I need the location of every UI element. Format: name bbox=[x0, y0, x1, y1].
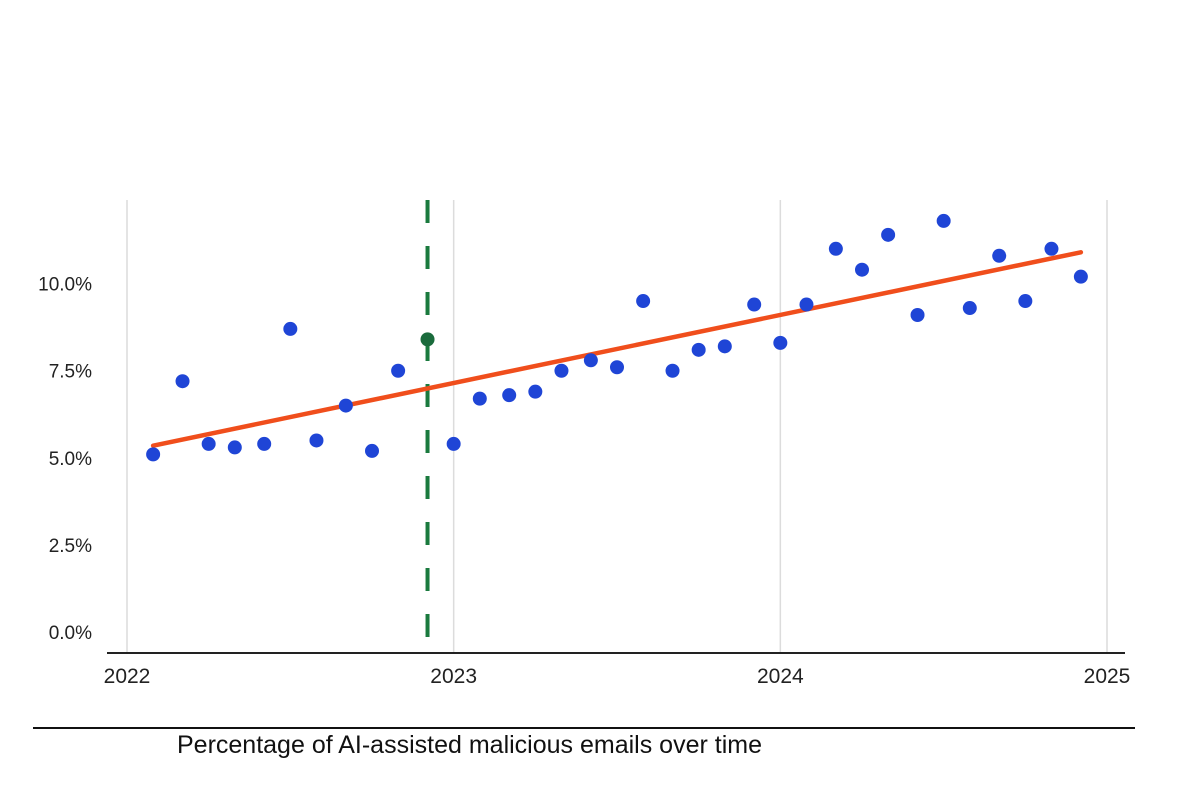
data-point bbox=[828, 241, 843, 256]
y-tick-label: 7.5% bbox=[49, 362, 92, 383]
data-point bbox=[391, 363, 406, 378]
y-tick-label: 0.0% bbox=[49, 623, 92, 644]
data-point bbox=[472, 391, 487, 406]
data-point bbox=[881, 227, 896, 242]
y-tick-label: 5.0% bbox=[49, 449, 92, 470]
data-point bbox=[855, 262, 869, 277]
data-point bbox=[747, 297, 762, 312]
data-point bbox=[610, 360, 624, 375]
data-point bbox=[257, 436, 272, 451]
data-point bbox=[309, 433, 324, 448]
data-point bbox=[691, 342, 706, 357]
data-point bbox=[717, 339, 732, 354]
data-point bbox=[910, 307, 925, 322]
data-point bbox=[502, 388, 517, 403]
x-tick-label: 2024 bbox=[757, 665, 804, 688]
x-tick-label: 2023 bbox=[430, 665, 477, 688]
data-point bbox=[283, 321, 298, 336]
data-point bbox=[175, 374, 190, 389]
data-point bbox=[146, 447, 161, 462]
scatter-chart: 0.0% 2.5% 5.0% 7.5% 10.0% 2022 2023 2024 2025 bbox=[38, 200, 1131, 688]
trend-line bbox=[150, 250, 1084, 448]
data-point bbox=[636, 294, 651, 309]
caption-divider bbox=[33, 727, 1135, 729]
data-point bbox=[799, 297, 814, 312]
data-point bbox=[201, 436, 216, 451]
data-point bbox=[962, 301, 977, 316]
data-points bbox=[146, 213, 1088, 462]
y-tick-label: 10.0% bbox=[38, 275, 92, 296]
data-point bbox=[227, 440, 242, 455]
y-axis-ticks: 0.0% 2.5% 5.0% 7.5% 10.0% bbox=[38, 275, 92, 644]
data-point bbox=[420, 332, 435, 347]
data-point bbox=[583, 353, 598, 368]
data-point bbox=[365, 443, 379, 458]
data-point bbox=[554, 363, 569, 378]
chart-caption: Percentage of AI-assisted malicious emai… bbox=[177, 731, 762, 759]
data-point bbox=[1073, 269, 1088, 284]
data-point bbox=[446, 436, 461, 451]
data-point bbox=[1018, 294, 1033, 309]
data-point bbox=[528, 384, 543, 399]
x-tick-label: 2025 bbox=[1084, 665, 1131, 688]
data-point bbox=[338, 398, 353, 413]
data-point bbox=[665, 363, 680, 378]
trend-line-layer bbox=[150, 250, 1084, 448]
data-point bbox=[936, 213, 951, 228]
x-tick-label: 2022 bbox=[104, 665, 151, 688]
data-point bbox=[992, 248, 1007, 263]
data-point bbox=[773, 335, 788, 350]
y-tick-label: 2.5% bbox=[49, 536, 92, 557]
vertical-gridlines bbox=[126, 200, 1108, 653]
data-point bbox=[1044, 241, 1059, 256]
x-axis-ticks: 2022 2023 2024 2025 bbox=[104, 665, 1131, 688]
